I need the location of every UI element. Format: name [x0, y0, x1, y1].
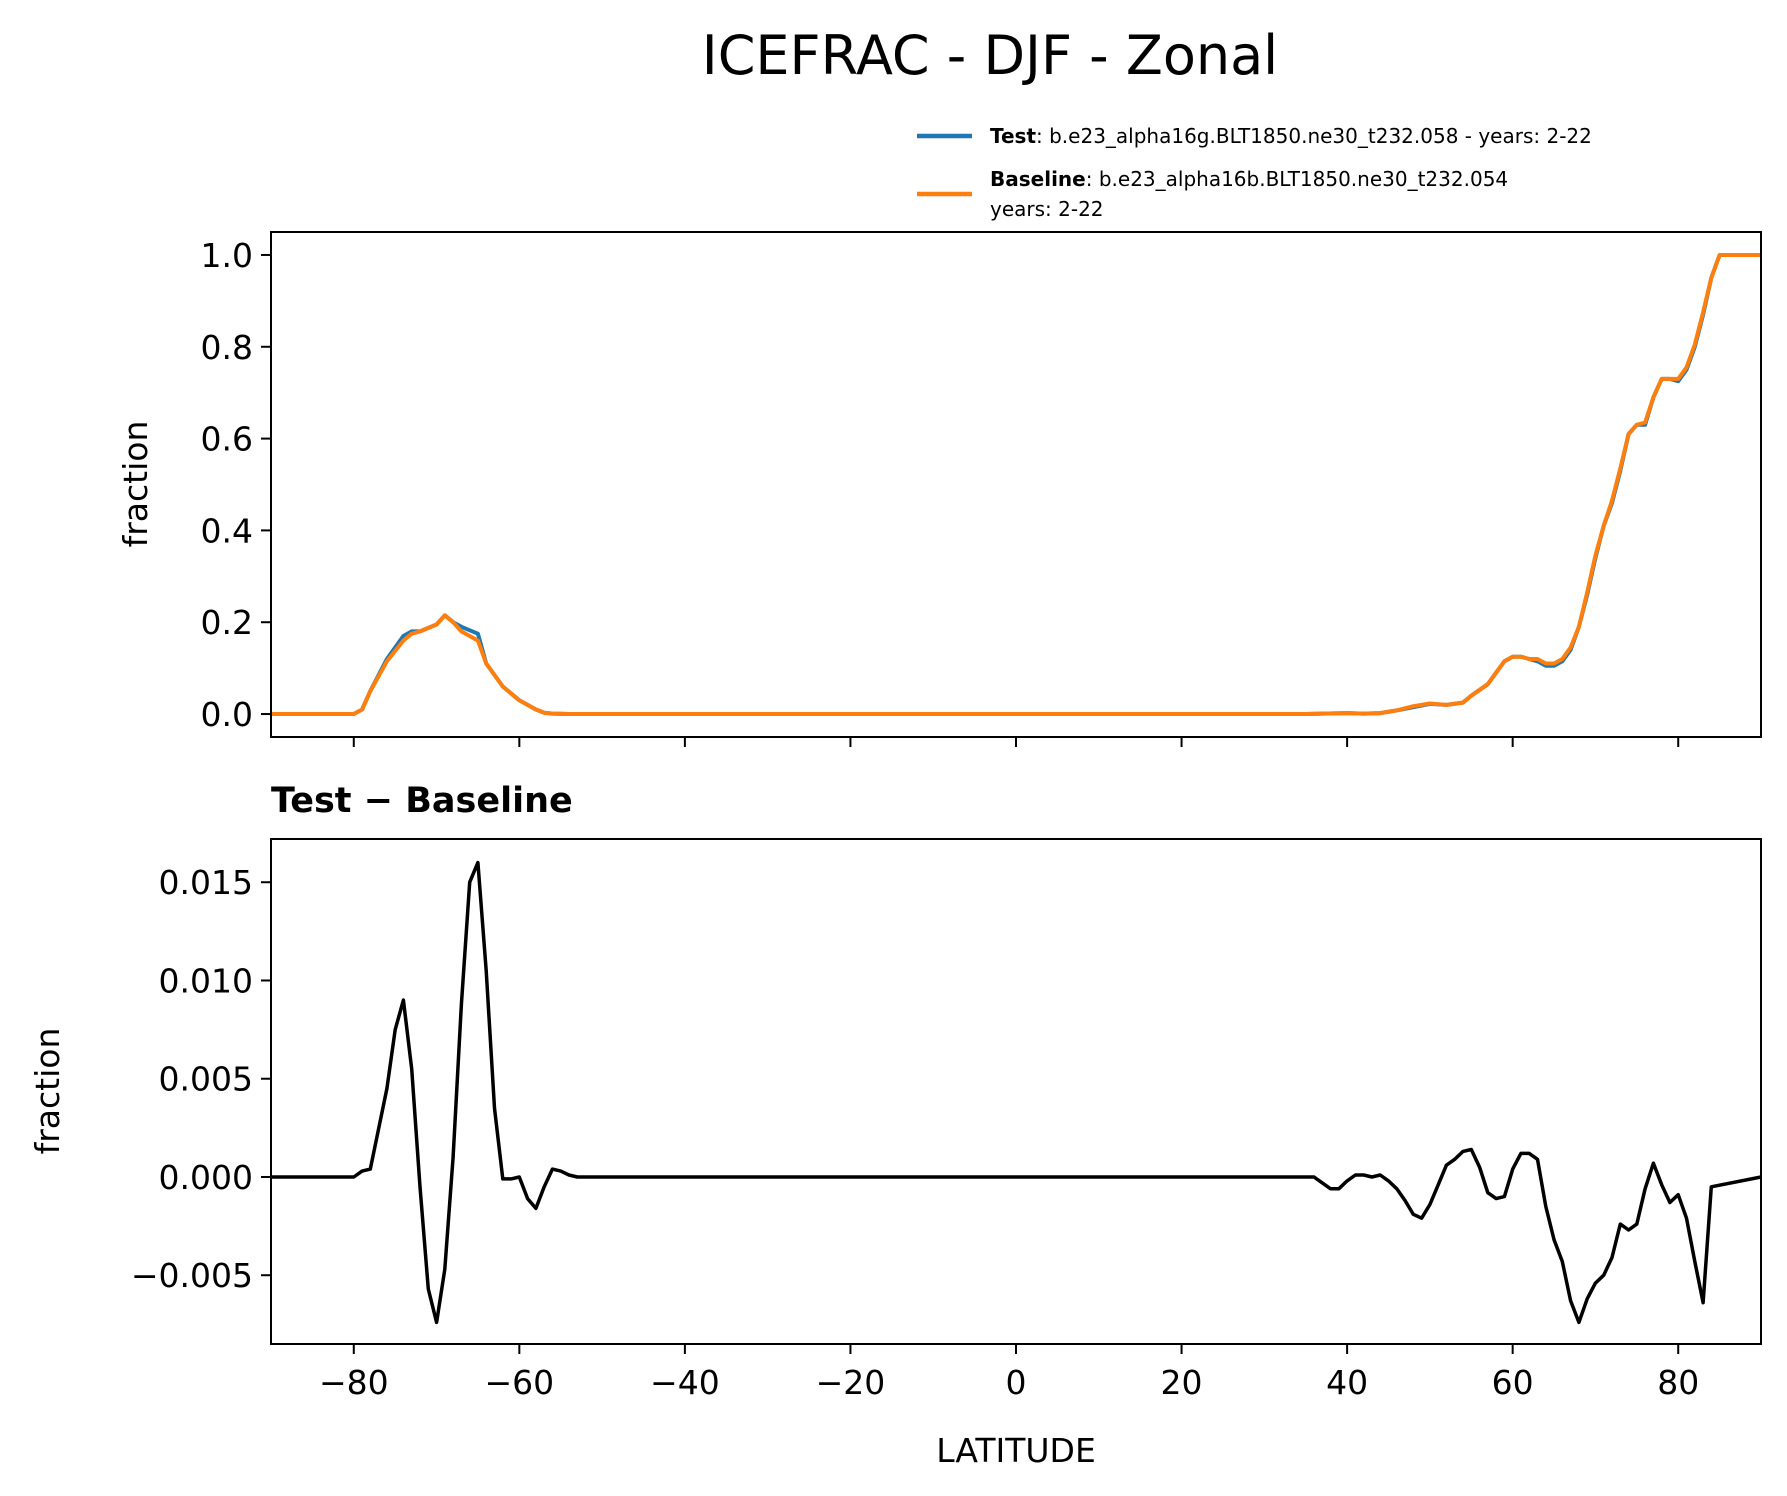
bottom-panel-frame [270, 838, 1762, 1345]
bottom-xtick-label: 0 [1006, 1363, 1027, 1402]
legend-entry-baseline: Baseline: b.e23_alpha16b.BLT1850.ne30_t2… [990, 167, 1508, 191]
top-ytick-label: 0.2 [201, 603, 253, 642]
top-panel-frame [270, 231, 1762, 738]
top-panel-ylabel: fraction [116, 421, 155, 548]
bottom-ytick-label: 0.000 [159, 1158, 253, 1197]
legend-entry-baseline-line2: years: 2-22 [990, 197, 1104, 221]
legend-entry-test: Test: b.e23_alpha16g.BLT1850.ne30_t232.0… [990, 124, 1592, 148]
bottom-ytick-label: 0.015 [159, 863, 253, 902]
bottom-panel: Test − Baseline −0.005 0.000 0.005 0.010 0.0… [28, 781, 1762, 1470]
bottom-panel-ylabel: fraction [28, 1028, 67, 1155]
bottom-xtick-label: −20 [816, 1363, 886, 1402]
top-panel-lines [271, 253, 1761, 716]
x-axis-label: LATITUDE [936, 1431, 1096, 1470]
top-ytick-label: 0.8 [201, 328, 253, 367]
bottom-ytick-label: 0.005 [159, 1060, 253, 1099]
bottom-panel-axes: −0.005 0.000 0.005 0.010 0.015 −80 −60 −40 −20 0 2… [131, 863, 1699, 1402]
bottom-panel-lines [271, 860, 1762, 1325]
bottom-xtick-label: 80 [1657, 1363, 1699, 1402]
top-panel-axes: 0.0 0.2 0.4 0.6 0.8 1.0 [201, 236, 1680, 747]
bottom-xtick-label: −40 [650, 1363, 720, 1402]
top-panel: 0.0 0.2 0.4 0.6 0.8 1.0 fraction [116, 231, 1762, 747]
top-ytick-label: 1.0 [201, 236, 253, 275]
bottom-xtick-label: 60 [1492, 1363, 1534, 1402]
bottom-ytick-label: −0.005 [131, 1256, 253, 1295]
top-ytick-label: 0.0 [201, 695, 253, 734]
bottom-difference-series-line [271, 860, 1762, 1325]
top-ytick-label: 0.6 [201, 420, 253, 459]
top-ytick-label: 0.4 [201, 511, 253, 550]
bottom-panel-title: Test − Baseline [271, 781, 573, 821]
figure-title: ICEFRAC - DJF - Zonal [702, 24, 1278, 87]
bottom-ytick-label: 0.010 [159, 961, 253, 1000]
bottom-xtick-label: 20 [1161, 1363, 1203, 1402]
top-baseline-series-line [271, 253, 1761, 716]
top-test-series-line [271, 253, 1761, 716]
bottom-xtick-label: −80 [319, 1363, 389, 1402]
bottom-xtick-label: −60 [485, 1363, 555, 1402]
bottom-xtick-label: 40 [1326, 1363, 1368, 1402]
legend: Test: b.e23_alpha16g.BLT1850.ne30_t232.0… [917, 124, 1592, 221]
